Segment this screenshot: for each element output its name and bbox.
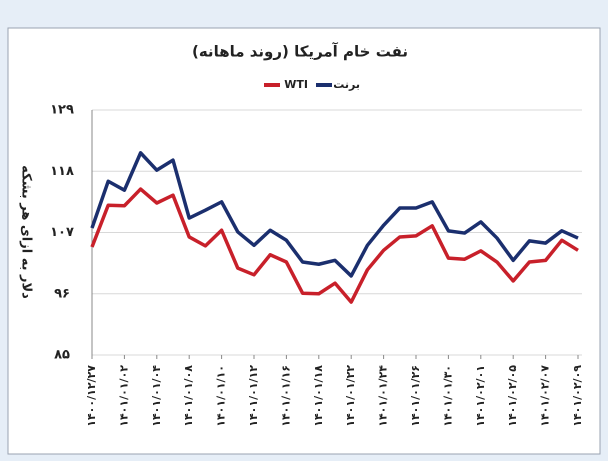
x-tick-label: ۱۴۰۱/۰۲/۰۹ bbox=[571, 365, 584, 427]
x-tick-label: ۱۴۰۰/۱۲/۲۷ bbox=[85, 365, 98, 427]
series-line bbox=[90, 187, 579, 304]
x-tick-label: ۱۴۰۱/۰۱/۱۲ bbox=[247, 365, 260, 427]
x-tick-label: ۱۴۰۱/۰۱/۲۴ bbox=[377, 365, 390, 427]
chart-frame bbox=[7, 27, 601, 455]
x-tick-label: ۱۴۰۱/۰۱/۲۶ bbox=[409, 365, 422, 427]
x-tick-label: ۱۴۰۱/۰۱/۰۸ bbox=[182, 365, 195, 427]
y-tick-label: ۱۰۷ bbox=[50, 225, 74, 240]
chart-title: نفت خام آمریکا (روند ماهانه) bbox=[192, 43, 408, 61]
x-tick-label: ۱۴۰۱/۰۱/۳۰ bbox=[441, 365, 454, 427]
x-tick-label: ۱۴۰۱/۰۱/۰۴ bbox=[150, 365, 163, 427]
series-line bbox=[90, 151, 579, 278]
x-tick-label: ۱۴۰۱/۰۲/۰۷ bbox=[539, 365, 552, 427]
x-tick-label: ۱۴۰۱/۰۱/۱۶ bbox=[279, 365, 292, 427]
y-axis-label: دلار به ازای هر بشکه bbox=[19, 165, 34, 299]
x-tick-label: ۱۴۰۱/۰۲/۰۵ bbox=[506, 365, 519, 427]
y-tick-label: ۱۱۸ bbox=[50, 164, 74, 179]
x-tick-label: ۱۴۰۱/۰۱/۲۲ bbox=[344, 365, 357, 427]
x-tick-label: ۱۴۰۱/۰۱/۱۸ bbox=[312, 365, 325, 427]
y-tick-label: ۸۵ bbox=[54, 348, 70, 363]
y-tick-label: ۱۲۹ bbox=[50, 103, 74, 118]
x-tick-label: ۱۴۰۱/۰۲/۰۱ bbox=[474, 365, 487, 427]
legend-label: WTI bbox=[284, 78, 308, 91]
x-tick-label: ۱۴۰۱/۰۱/۱۰ bbox=[215, 365, 228, 427]
x-tick-label: ۱۴۰۱/۰۱/۰۲ bbox=[117, 365, 130, 427]
y-tick-label: ۹۶ bbox=[54, 286, 70, 301]
legend-label: برنت bbox=[333, 78, 360, 91]
